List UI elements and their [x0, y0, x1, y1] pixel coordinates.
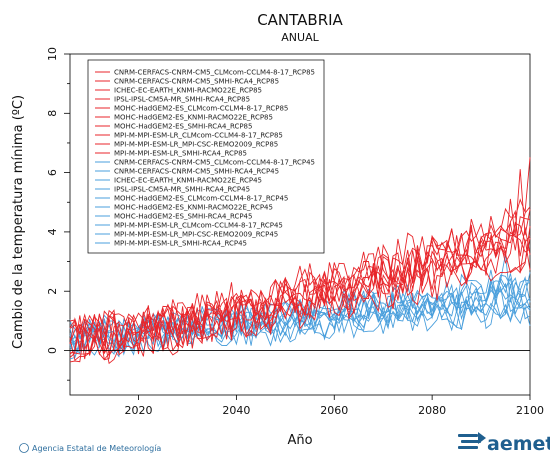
chart-subtitle: ANUAL — [281, 31, 319, 44]
x-tick-label: 2100 — [516, 404, 544, 417]
legend-label: IPSL-IPSL-CM5A-MR_SMHI-RCA4_RCP85 — [114, 96, 250, 104]
legend-label: MOHC-HadGEM2-ES_SMHI-RCA4_RCP45 — [114, 213, 252, 221]
legend-label: MOHC-HadGEM2-ES_CLMcom-CCLM4-8-17_RCP45 — [114, 195, 288, 203]
legend: CNRM-CERFACS-CNRM-CM5_CLMcom-CCLM4-8-17_… — [87, 59, 325, 254]
legend-label: MPI-M-MPI-ESM-LR_MPI-CSC-REMO2009_RCP85 — [114, 141, 278, 149]
legend-label: MOHC-HadGEM2-ES_SMHI-RCA4_RCP85 — [114, 123, 252, 131]
legend-box — [87, 59, 325, 254]
x-axis-label: Año — [287, 433, 312, 448]
aemet-logo-icon — [458, 432, 486, 449]
aemet-logo-text: aemet — [487, 433, 550, 455]
legend-label: CNRM-CERFACS-CNRM-CM5_CLMcom-CCLM4-8-17_… — [114, 159, 315, 167]
legend-label: CNRM-CERFACS-CNRM-CM5_CLMcom-CCLM4-8-17_… — [114, 69, 315, 77]
legend-label: MOHC-HadGEM2-ES_CLMcom-CCLM4-8-17_RCP85 — [114, 105, 288, 113]
legend-label: IPSL-IPSL-CM5A-MR_SMHI-RCA4_RCP45 — [114, 186, 250, 194]
series-layer — [69, 157, 531, 365]
legend-label: ICHEC-EC-EARTH_KNMI-RACMO22E_RCP45 — [114, 177, 262, 185]
legend-items: CNRM-CERFACS-CNRM-CM5_CLMcom-CCLM4-8-17_… — [95, 69, 315, 248]
y-tick-label: 10 — [46, 47, 59, 61]
x-tick-label: 2040 — [222, 404, 250, 417]
series-line — [69, 216, 531, 355]
series-line — [69, 254, 531, 350]
series-line — [69, 221, 531, 363]
legend-label: MOHC-HadGEM2-ES_KNMI-RACMO22E_RCP85 — [114, 114, 273, 122]
plot-frame — [69, 53, 531, 396]
y-tick-label: 0 — [46, 347, 59, 354]
legend-label: CNRM-CERFACS-CNRM-CM5_SMHI-RCA4_RCP45 — [114, 168, 279, 176]
series-line — [69, 237, 531, 365]
x-tick-label: 2060 — [320, 404, 348, 417]
aemet-logo: aemet — [458, 432, 550, 455]
legend-label: MOHC-HadGEM2-ES_KNMI-RACMO22E_RCP45 — [114, 204, 273, 212]
y-tick-label: 2 — [46, 288, 59, 295]
copyright-icon — [19, 443, 29, 453]
x-tick-label: 2020 — [125, 404, 153, 417]
chart-title: CANTABRIA — [257, 11, 343, 29]
legend-label: MPI-M-MPI-ESM-LR_SMHI-RCA4_RCP45 — [114, 240, 247, 248]
legend-label: MPI-M-MPI-ESM-LR_SMHI-RCA4_RCP85 — [114, 150, 247, 158]
legend-label: ICHEC-EC-EARTH_KNMI-RACMO22E_RCP85 — [114, 87, 262, 95]
legend-label: MPI-M-MPI-ESM-LR_CLMcom-CCLM4-8-17_RCP45 — [114, 222, 283, 230]
y-axis-label: Cambio de la temperatura mínima (ºC) — [11, 95, 26, 349]
axis-layer: 2020 2040 2060 2080 2100 0 2 4 6 8 10 — [46, 47, 544, 417]
y-tick-label: 8 — [46, 110, 59, 117]
legend-label: CNRM-CERFACS-CNRM-CM5_SMHI-RCA4_RCP85 — [114, 78, 279, 86]
y-tick-label: 6 — [46, 169, 59, 176]
legend-label: MPI-M-MPI-ESM-LR_MPI-CSC-REMO2009_RCP45 — [114, 231, 278, 239]
legend-label: MPI-M-MPI-ESM-LR_CLMcom-CCLM4-8-17_RCP85 — [114, 132, 283, 140]
x-tick-label: 2080 — [418, 404, 446, 417]
footer-credit: Agencia Estatal de Meteorología — [32, 444, 161, 453]
y-tick-label: 4 — [46, 228, 59, 235]
